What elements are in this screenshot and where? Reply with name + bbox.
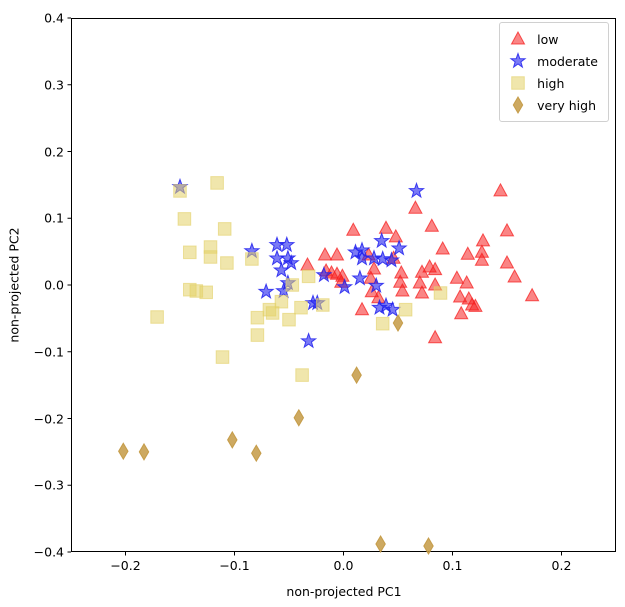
legend-label: low: [537, 31, 559, 47]
square-icon: [511, 76, 525, 90]
legend-item-high: high: [508, 72, 598, 94]
x-tick-label: −0.2: [110, 558, 141, 573]
legend-item-low: low: [508, 28, 598, 50]
y-tick-label: −0.3: [33, 477, 64, 493]
x-tick-label: −0.1: [219, 558, 250, 573]
x-tick-label: 0.1: [442, 558, 463, 573]
x-tick-label: 0.0: [333, 558, 354, 573]
legend-item-moderate: moderate: [508, 50, 598, 72]
y-axis-label: non-projected PC2: [6, 227, 22, 343]
y-tick-label: 0.4: [44, 10, 64, 26]
y-tick-label: −0.2: [33, 411, 64, 426]
x-tick-label: 0.2: [551, 558, 572, 573]
legend-label: moderate: [537, 53, 598, 69]
y-tick-label: 0.1: [44, 210, 64, 226]
legend-item-very-high: very high: [508, 94, 598, 116]
legend-label: very high: [537, 97, 597, 113]
y-tick-label: −0.1: [33, 344, 64, 360]
y-tick-label: 0.3: [44, 77, 64, 93]
thin-diamond-icon: [512, 96, 524, 114]
legend: low moderate high very high: [499, 22, 609, 122]
triangle-icon: [510, 30, 526, 45]
y-tick-label: 0.2: [44, 144, 64, 159]
y-tick-label: 0.0: [44, 277, 64, 293]
legend-label: high: [537, 75, 565, 91]
y-tick-label: −0.4: [33, 544, 64, 560]
x-axis-label: non-projected PC1: [286, 584, 402, 599]
star-icon: [509, 52, 527, 69]
